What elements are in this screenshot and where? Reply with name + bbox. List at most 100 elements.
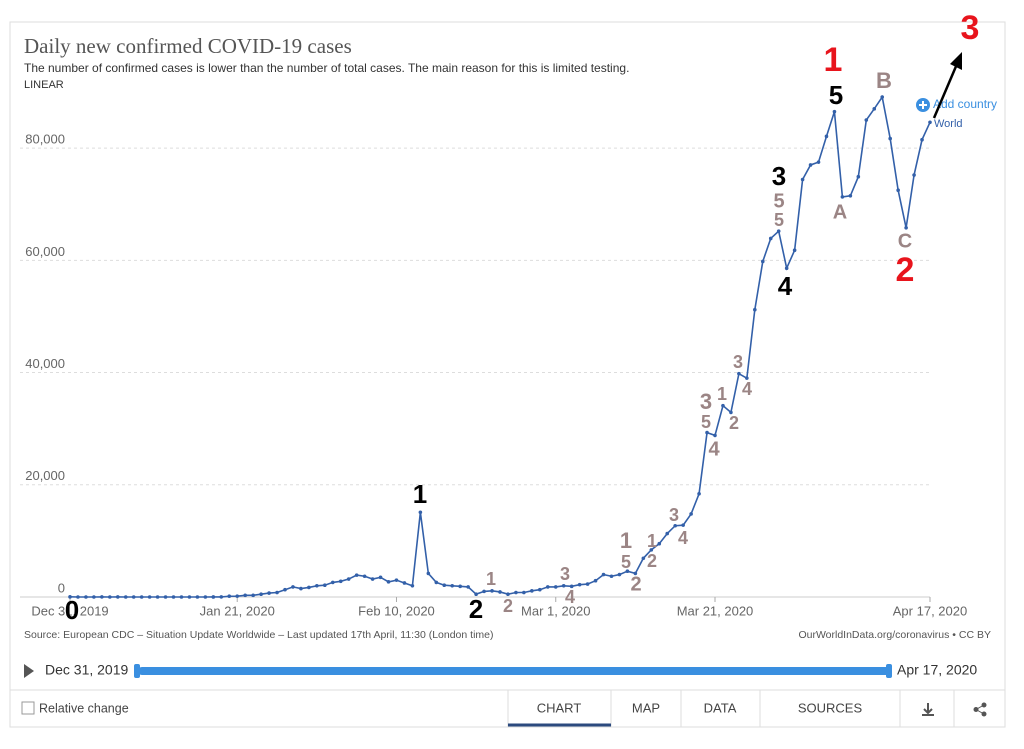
data-point [267, 591, 271, 595]
data-point [163, 595, 168, 599]
wave-label: 3 [772, 161, 786, 191]
y-tick-label: 60,000 [25, 244, 65, 259]
data-point [76, 595, 80, 599]
data-point [482, 589, 486, 594]
data-point [689, 512, 693, 516]
add-country[interactable]: Add country [933, 97, 997, 111]
data-point [848, 194, 853, 198]
data-point [657, 541, 662, 546]
data-point [896, 188, 900, 192]
wave-label: 2 [896, 251, 915, 289]
tab[interactable]: CHART [537, 700, 582, 715]
data-point [378, 575, 383, 580]
data-point [323, 583, 327, 588]
wave-label: 3 [669, 505, 679, 525]
data-point [824, 134, 829, 139]
y-tick-label: 0 [58, 580, 65, 595]
play-button[interactable] [24, 664, 34, 678]
wave-label: 3 [700, 389, 712, 414]
wave-label: 2 [630, 573, 641, 595]
data-point [641, 556, 646, 561]
data-point [585, 582, 590, 586]
chart-title: Daily new confirmed COVID-19 cases [24, 34, 352, 58]
data-point [705, 430, 709, 435]
data-point [243, 593, 247, 598]
data-point [745, 376, 749, 380]
x-tick-label: Apr 17, 2020 [893, 603, 967, 618]
data-point [299, 586, 303, 591]
data-point [498, 590, 502, 594]
data-point [721, 403, 725, 408]
wave-label: 5 [774, 210, 784, 230]
data-point [506, 592, 510, 596]
wave-label: A [833, 201, 847, 223]
wave-label: 1 [620, 528, 632, 553]
wave-label: 5 [773, 190, 784, 212]
data-point [466, 585, 470, 589]
x-tick-label: Jan 21, 2020 [200, 603, 275, 618]
data-point [920, 137, 924, 142]
data-point [872, 107, 877, 111]
wave-label: 1 [824, 41, 843, 79]
arrow-shaft [932, 63, 959, 119]
data-point [928, 120, 932, 125]
data-point [569, 584, 574, 589]
source: Source: European CDC – Situation Update … [24, 629, 493, 641]
data-point [195, 595, 200, 599]
card [9, 21, 1006, 728]
data-point [856, 174, 861, 179]
data-point [394, 578, 399, 582]
share-icon[interactable] [973, 702, 987, 717]
timeline-bar[interactable] [138, 667, 890, 675]
data-point [490, 589, 494, 593]
y-tick-label: 20,000 [25, 468, 65, 483]
x-tick-label: Dec 31, 2019 [31, 603, 108, 618]
data-point [729, 410, 733, 415]
data-point [450, 583, 455, 588]
wave-label: 2 [469, 594, 483, 624]
data-point [737, 371, 741, 376]
tab[interactable]: DATA [704, 700, 737, 715]
wave-label: 4 [565, 587, 575, 607]
timeline-handle[interactable] [134, 664, 140, 678]
wave-label: 4 [778, 271, 793, 301]
data-point [179, 595, 184, 599]
data-point [68, 595, 72, 599]
wave-label: 3 [733, 352, 743, 372]
data-point [609, 574, 614, 579]
x-tick-label: Mar 21, 2020 [677, 603, 754, 618]
data-point [665, 531, 670, 536]
relative-change[interactable]: Relative change [39, 701, 129, 715]
data-point [227, 594, 232, 599]
checkbox[interactable] [21, 701, 35, 715]
download-icon[interactable] [922, 703, 934, 716]
wave-label: C [898, 230, 912, 252]
data-point [100, 595, 104, 599]
data-point [115, 595, 120, 599]
wave-label: 3 [560, 564, 570, 584]
data-point [275, 590, 279, 595]
scale-toggle[interactable]: LINEAR [24, 79, 64, 91]
data-point [553, 585, 558, 589]
data-point [474, 592, 478, 596]
wave-label: 1 [413, 479, 427, 509]
timeline-handle[interactable] [886, 664, 892, 678]
data-point [649, 548, 654, 552]
data-point [538, 587, 542, 592]
data-point [338, 579, 343, 584]
data-point [434, 580, 439, 585]
tab[interactable]: SOURCES [798, 700, 863, 715]
wave-label: 0 [65, 595, 79, 625]
data-point [912, 173, 916, 177]
tab[interactable]: MAP [632, 700, 660, 715]
wave-label: 5 [829, 80, 843, 110]
wave-label: 5 [701, 412, 711, 432]
data-point [171, 595, 176, 599]
data-point [370, 577, 375, 581]
wave-label: 4 [678, 528, 688, 548]
data-point [784, 266, 789, 270]
data-point [768, 236, 773, 241]
data-point [131, 595, 136, 599]
credit: OurWorldInData.org/coronavirus • CC BY [798, 629, 991, 641]
